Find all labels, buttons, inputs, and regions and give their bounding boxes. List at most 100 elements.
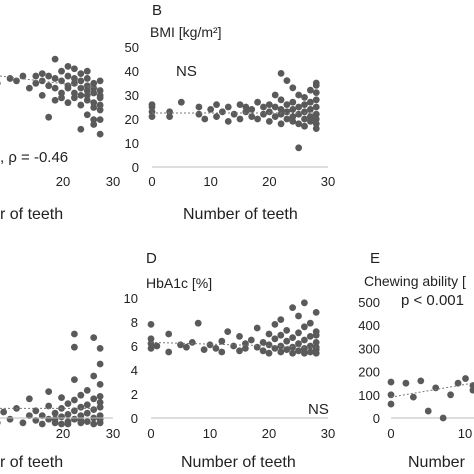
panel-a-data-point	[71, 75, 78, 82]
panel-a-data-point	[45, 72, 53, 80]
panel-e-data-point	[447, 391, 454, 399]
panel-d-data-point	[253, 324, 261, 332]
panel-d-data-point	[147, 345, 155, 352]
panel-a-data-point	[90, 99, 98, 107]
panel-d-data-point	[212, 345, 220, 352]
panel-a-data-point	[90, 104, 98, 111]
panel-c-data-point	[32, 417, 40, 424]
panel-d-data-point	[200, 346, 208, 353]
panel-a-data-point	[83, 92, 91, 99]
panel-e-y-tick-label: 0	[373, 411, 380, 426]
panel-d-data-point	[312, 339, 320, 346]
panel-c-data-point	[96, 399, 104, 406]
panel-d-data-point	[277, 316, 285, 323]
panel-a-data-point	[25, 84, 33, 92]
panel-a-data-point	[83, 111, 91, 119]
panel-a-x-tick-label: 30	[106, 174, 120, 189]
panel-c-data-point	[64, 420, 72, 428]
panel-d-y-tick-label: 0	[131, 411, 138, 426]
panel-a-data-point	[96, 130, 104, 138]
panel-d-data-point	[289, 334, 296, 341]
panel-d-data-point	[289, 349, 296, 357]
panel-c-data-point	[25, 412, 33, 419]
panel-b-data-point	[219, 108, 226, 116]
panel-a-data-point	[64, 72, 72, 80]
panel-d-x-tick-label: 20	[262, 426, 276, 441]
panel-a-data-point	[64, 99, 72, 107]
panel-c-data-point	[90, 406, 98, 413]
panel-a-data-point	[77, 92, 85, 99]
panel-b-data-point	[312, 120, 320, 128]
panel-b-data-point	[195, 110, 203, 118]
panel-e-data-point	[387, 378, 395, 386]
panel-d-data-point	[165, 348, 173, 356]
panel-a: 20 30 , ρ = -0.46 r of teeth	[0, 55, 120, 223]
panel-a-data-point	[32, 72, 40, 80]
panel-b-x-ticks: 0 10 20 30	[148, 174, 335, 189]
panel-d-annotation: NS	[308, 401, 329, 418]
panel-d-data-point	[312, 349, 320, 357]
panel-a-data-point	[51, 55, 59, 63]
panel-b-y-tick-label: 0	[132, 160, 139, 175]
panel-e-x-axis-label: Number	[408, 454, 466, 471]
panel-b-data-point	[260, 103, 267, 111]
panel-d-data-point	[253, 343, 261, 351]
panel-d-data-point	[153, 342, 161, 350]
panel-a-annotation-backdrop	[0, 148, 73, 167]
panel-d-data-point	[306, 333, 314, 340]
panel-a-data-point	[58, 89, 65, 97]
panel-e-data-point	[439, 414, 447, 422]
panel-a-data-point	[51, 96, 59, 104]
panel-b-data-point	[213, 113, 220, 120]
panel-a-data-point	[77, 125, 85, 133]
panel-c-data-point	[58, 413, 65, 421]
panel-b-data-point	[283, 108, 291, 116]
panel-c-data-point	[77, 391, 85, 399]
panel-e-data-point	[462, 375, 469, 382]
panel-a-data-point	[38, 70, 46, 78]
panel-e-data-point	[417, 377, 425, 385]
panel-b-letter: B	[152, 2, 162, 19]
panel-d-y-tick-label: 2	[131, 387, 138, 402]
panel-a-data-point	[64, 84, 72, 92]
panel-c-data-point	[96, 393, 104, 400]
panel-a-data-point	[96, 77, 104, 85]
panel-a-data-point	[45, 82, 53, 90]
panel-b-data-point	[312, 89, 320, 96]
panel-b-data-point	[277, 96, 285, 104]
panel-b-data-point	[295, 103, 303, 111]
panel-b-data-point	[307, 113, 314, 120]
panel-c-data-point	[38, 420, 46, 428]
panel-b-data-point	[301, 108, 308, 116]
panel-d-data-point	[295, 340, 302, 347]
panel-d-y-tick-label: 6	[131, 339, 138, 354]
panel-e-x-tick-label: 0	[387, 426, 394, 441]
panel-d-data-point	[230, 342, 238, 350]
panel-b-data-point	[301, 122, 308, 130]
panel-e-x-tick-label: 10	[458, 426, 472, 441]
panel-a-points	[0, 55, 104, 138]
panel-d-x-tick-label: 10	[203, 426, 217, 441]
panel-e-data-point	[387, 391, 395, 399]
panel-a-data-point	[90, 116, 98, 123]
panel-a-trend-line	[0, 75, 101, 89]
panel-a-data-point	[96, 106, 104, 114]
panel-e-data-point	[432, 384, 440, 392]
panel-b-data-point	[265, 108, 273, 116]
panel-d-data-point	[306, 319, 314, 327]
panel-b: B BMI [kg/m²] 0 10 20 30 40 50 0 10 20 30 NS Num…	[125, 2, 336, 223]
panel-d-data-point	[259, 347, 267, 355]
panel-d-data-point	[289, 304, 296, 311]
panel-c-data-point	[83, 387, 91, 394]
panel-c-x-tick-label: 30	[106, 426, 120, 441]
panel-c-data-point	[71, 330, 78, 338]
panel-a-data-point	[71, 65, 78, 73]
panel-b-data-point	[277, 106, 285, 113]
panel-a-data-point	[77, 84, 85, 92]
panel-a-data-point	[38, 77, 46, 85]
panel-d-x-tick-label: 30	[321, 426, 335, 441]
panel-d-data-point	[206, 341, 214, 349]
panel-c-data-point	[90, 420, 98, 428]
panel-b-data-point	[301, 115, 308, 123]
panel-b-x-tick-label: 10	[203, 174, 217, 189]
